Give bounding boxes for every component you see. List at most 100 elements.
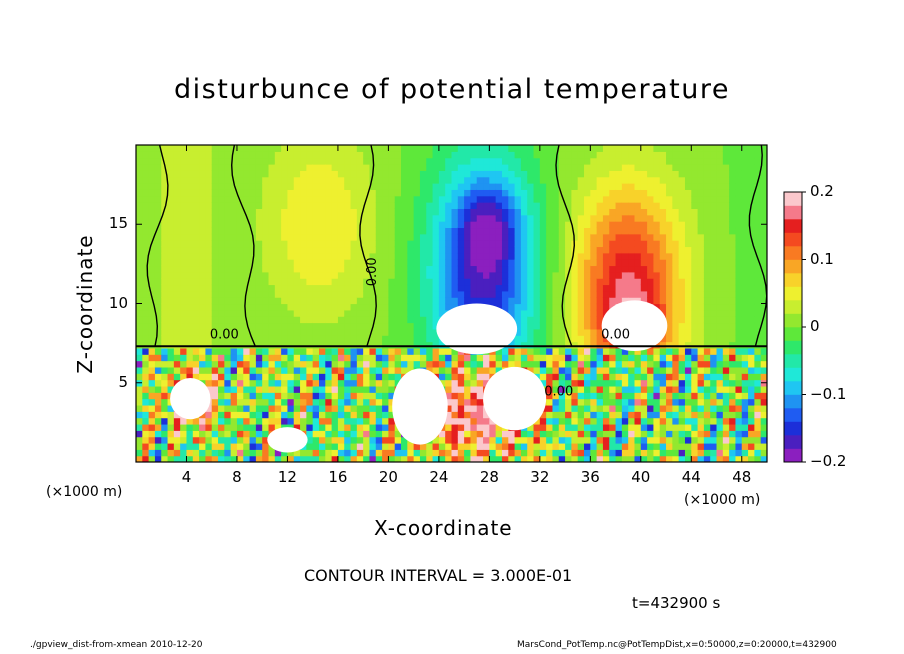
heatmap-cell — [489, 265, 497, 273]
heatmap-cell — [438, 341, 446, 349]
heatmap-cell — [571, 442, 579, 450]
heatmap-cell — [577, 303, 585, 311]
heatmap-cell — [249, 341, 257, 349]
heatmap-cell — [401, 284, 408, 292]
heatmap-cell — [274, 392, 282, 400]
heatmap-cell — [318, 455, 326, 462]
heatmap-cell — [293, 284, 301, 292]
heatmap-cell — [142, 341, 150, 349]
heatmap-cell — [154, 145, 162, 152]
heatmap-cell — [508, 145, 516, 152]
heatmap-cell — [312, 322, 320, 330]
heatmap-cell — [703, 252, 711, 260]
heatmap-cell — [539, 240, 547, 248]
heatmap-cell — [407, 151, 415, 159]
heatmap-cell — [394, 455, 402, 462]
heatmap-cell — [432, 354, 440, 362]
heatmap-cell — [331, 176, 339, 184]
heatmap-cell — [161, 436, 169, 444]
heatmap-cell — [584, 221, 591, 229]
heatmap-cell — [609, 214, 617, 222]
heatmap-cell — [356, 436, 364, 444]
heatmap-cell — [230, 265, 238, 273]
heatmap-cell — [211, 284, 219, 292]
heatmap-cell — [218, 183, 225, 190]
heatmap-cell — [350, 392, 358, 400]
heatmap-cell — [192, 252, 200, 260]
heatmap-cell — [577, 341, 585, 349]
heatmap-cell — [350, 227, 358, 235]
heatmap-cell — [628, 164, 636, 171]
heatmap-cell — [438, 157, 446, 165]
heatmap-cell — [748, 278, 755, 286]
heatmap-cell — [255, 227, 263, 235]
heatmap-cell — [199, 246, 207, 254]
heatmap-cell — [501, 157, 509, 165]
heatmap-cell — [476, 398, 484, 406]
heatmap-cell — [186, 183, 194, 190]
heatmap-cell — [413, 297, 421, 305]
heatmap-cell — [318, 398, 326, 406]
heatmap-cell — [363, 240, 371, 248]
heatmap-cell — [136, 252, 143, 260]
heatmap-cell — [634, 189, 642, 197]
heatmap-cell — [306, 195, 314, 203]
heatmap-cell — [274, 189, 282, 197]
heatmap-cell — [628, 145, 636, 152]
heatmap-cell — [255, 398, 263, 406]
heatmap-cell — [356, 417, 364, 425]
heatmap-cell — [628, 373, 636, 381]
heatmap-cell — [199, 417, 207, 425]
heatmap-cell — [148, 259, 156, 267]
heatmap-cell — [754, 398, 762, 406]
heatmap-cell — [407, 360, 415, 368]
heatmap-cell — [382, 265, 389, 273]
heatmap-cell — [590, 423, 598, 431]
heatmap-cell — [375, 411, 383, 419]
heatmap-cell — [173, 145, 181, 152]
heatmap-cell — [350, 411, 358, 419]
heatmap-cell — [337, 379, 345, 387]
heatmap-cell — [236, 449, 244, 457]
heatmap-cell — [476, 265, 484, 273]
heatmap-cell — [325, 214, 333, 222]
heatmap-cell — [596, 202, 604, 209]
heatmap-cell — [596, 214, 604, 222]
heatmap-cell — [729, 157, 737, 165]
heatmap-cell — [489, 183, 497, 190]
heatmap-cell — [148, 316, 156, 324]
heatmap-cell — [697, 309, 705, 317]
heatmap-cell — [703, 221, 711, 229]
heatmap-cell — [218, 271, 225, 279]
heatmap-cell — [148, 290, 156, 298]
heatmap-cell — [136, 436, 143, 444]
heatmap-cell — [697, 170, 705, 178]
heatmap-cell — [457, 227, 465, 235]
heatmap-cell — [729, 449, 737, 457]
heatmap-cell — [716, 157, 724, 165]
heatmap-cell — [653, 145, 661, 152]
heatmap-cell — [438, 379, 446, 387]
heatmap-cell — [136, 151, 143, 159]
heatmap-cell — [363, 373, 371, 381]
heatmap-cell — [331, 227, 339, 235]
heatmap-cell — [394, 164, 402, 171]
heatmap-cell — [318, 347, 326, 355]
heatmap-cell — [533, 341, 541, 349]
heatmap-cell — [621, 449, 629, 457]
heatmap-cell — [470, 379, 478, 387]
heatmap-cell — [710, 354, 718, 362]
heatmap-cell — [394, 328, 402, 336]
heatmap-cell — [546, 252, 554, 260]
heatmap-cell — [401, 360, 408, 368]
heatmap-cell — [255, 297, 263, 305]
heatmap-cell — [274, 417, 282, 425]
heatmap-cell — [634, 240, 642, 248]
heatmap-cell — [628, 442, 636, 450]
heatmap-cell — [211, 385, 219, 393]
heatmap-cell — [722, 233, 730, 241]
heatmap-cell — [199, 455, 207, 462]
heatmap-cell — [697, 303, 705, 311]
heatmap-cell — [710, 145, 718, 152]
heatmap-cell — [401, 214, 408, 222]
